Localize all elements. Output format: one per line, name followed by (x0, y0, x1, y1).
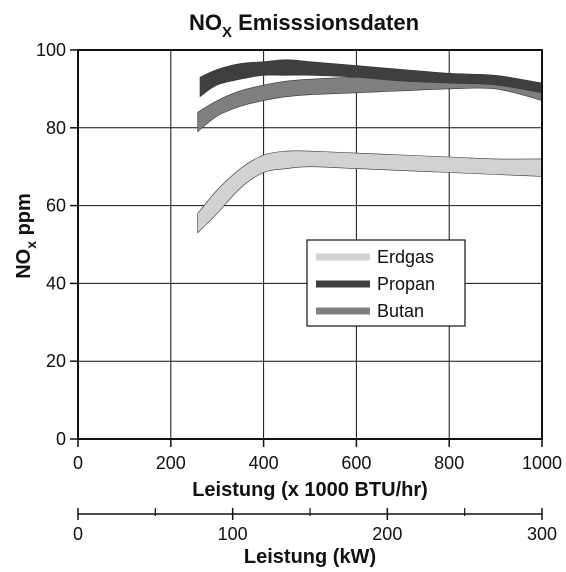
x2-axis-title: Leistung (kW) (244, 546, 376, 568)
x-tick-label: 200 (156, 453, 186, 473)
x2-tick-label: 100 (218, 524, 248, 544)
legend: Erdgas Propan Butan (306, 239, 466, 327)
x-axis-title: Leistung (x 1000 BTU/hr) (192, 479, 428, 501)
y-axis-title-subscript: x (23, 241, 39, 249)
y-axis-ticks: 0 20 40 60 80 100 (36, 40, 78, 449)
y-axis-title: NOx ppm (13, 193, 39, 279)
plot-frame (77, 49, 543, 440)
legend-label-propan: Propan (377, 274, 435, 294)
legend-label-butan: Butan (377, 301, 424, 321)
series-band-butan (197, 76, 543, 133)
chart-title: NOX Emisssionsdaten (189, 10, 419, 41)
x2-axis-ticks: 0 100 200 300 (73, 508, 557, 544)
x2-tick-label: 0 (73, 524, 83, 544)
x2-tick-label: 300 (527, 524, 557, 544)
x-tick-label: 800 (434, 453, 464, 473)
x-tick-label: 1000 (522, 453, 562, 473)
x-tick-label: 600 (341, 453, 371, 473)
x-axis-ticks: 0 200 400 600 800 1000 (73, 439, 562, 473)
y-tick-label: 20 (46, 351, 66, 371)
x2-tick-label: 200 (372, 524, 402, 544)
y-tick-label: 60 (46, 196, 66, 216)
chart-title-main: NO (189, 10, 222, 35)
y-tick-label: 40 (46, 273, 66, 293)
x-tick-label: 0 (73, 453, 83, 473)
y-axis-title-rest: ppm (13, 193, 35, 241)
legend-label-erdgas: Erdgas (377, 247, 434, 267)
y-tick-label: 0 (56, 429, 66, 449)
series-bands (197, 59, 543, 234)
chart-title-subscript: X (222, 24, 232, 41)
y-axis-title-main: NO (13, 249, 35, 279)
series-band-erdgas (197, 150, 543, 234)
y-tick-label: 80 (46, 118, 66, 138)
y-tick-label: 100 (36, 40, 66, 60)
chart-title-rest: Emisssionsdaten (232, 10, 419, 35)
x-tick-label: 400 (249, 453, 279, 473)
